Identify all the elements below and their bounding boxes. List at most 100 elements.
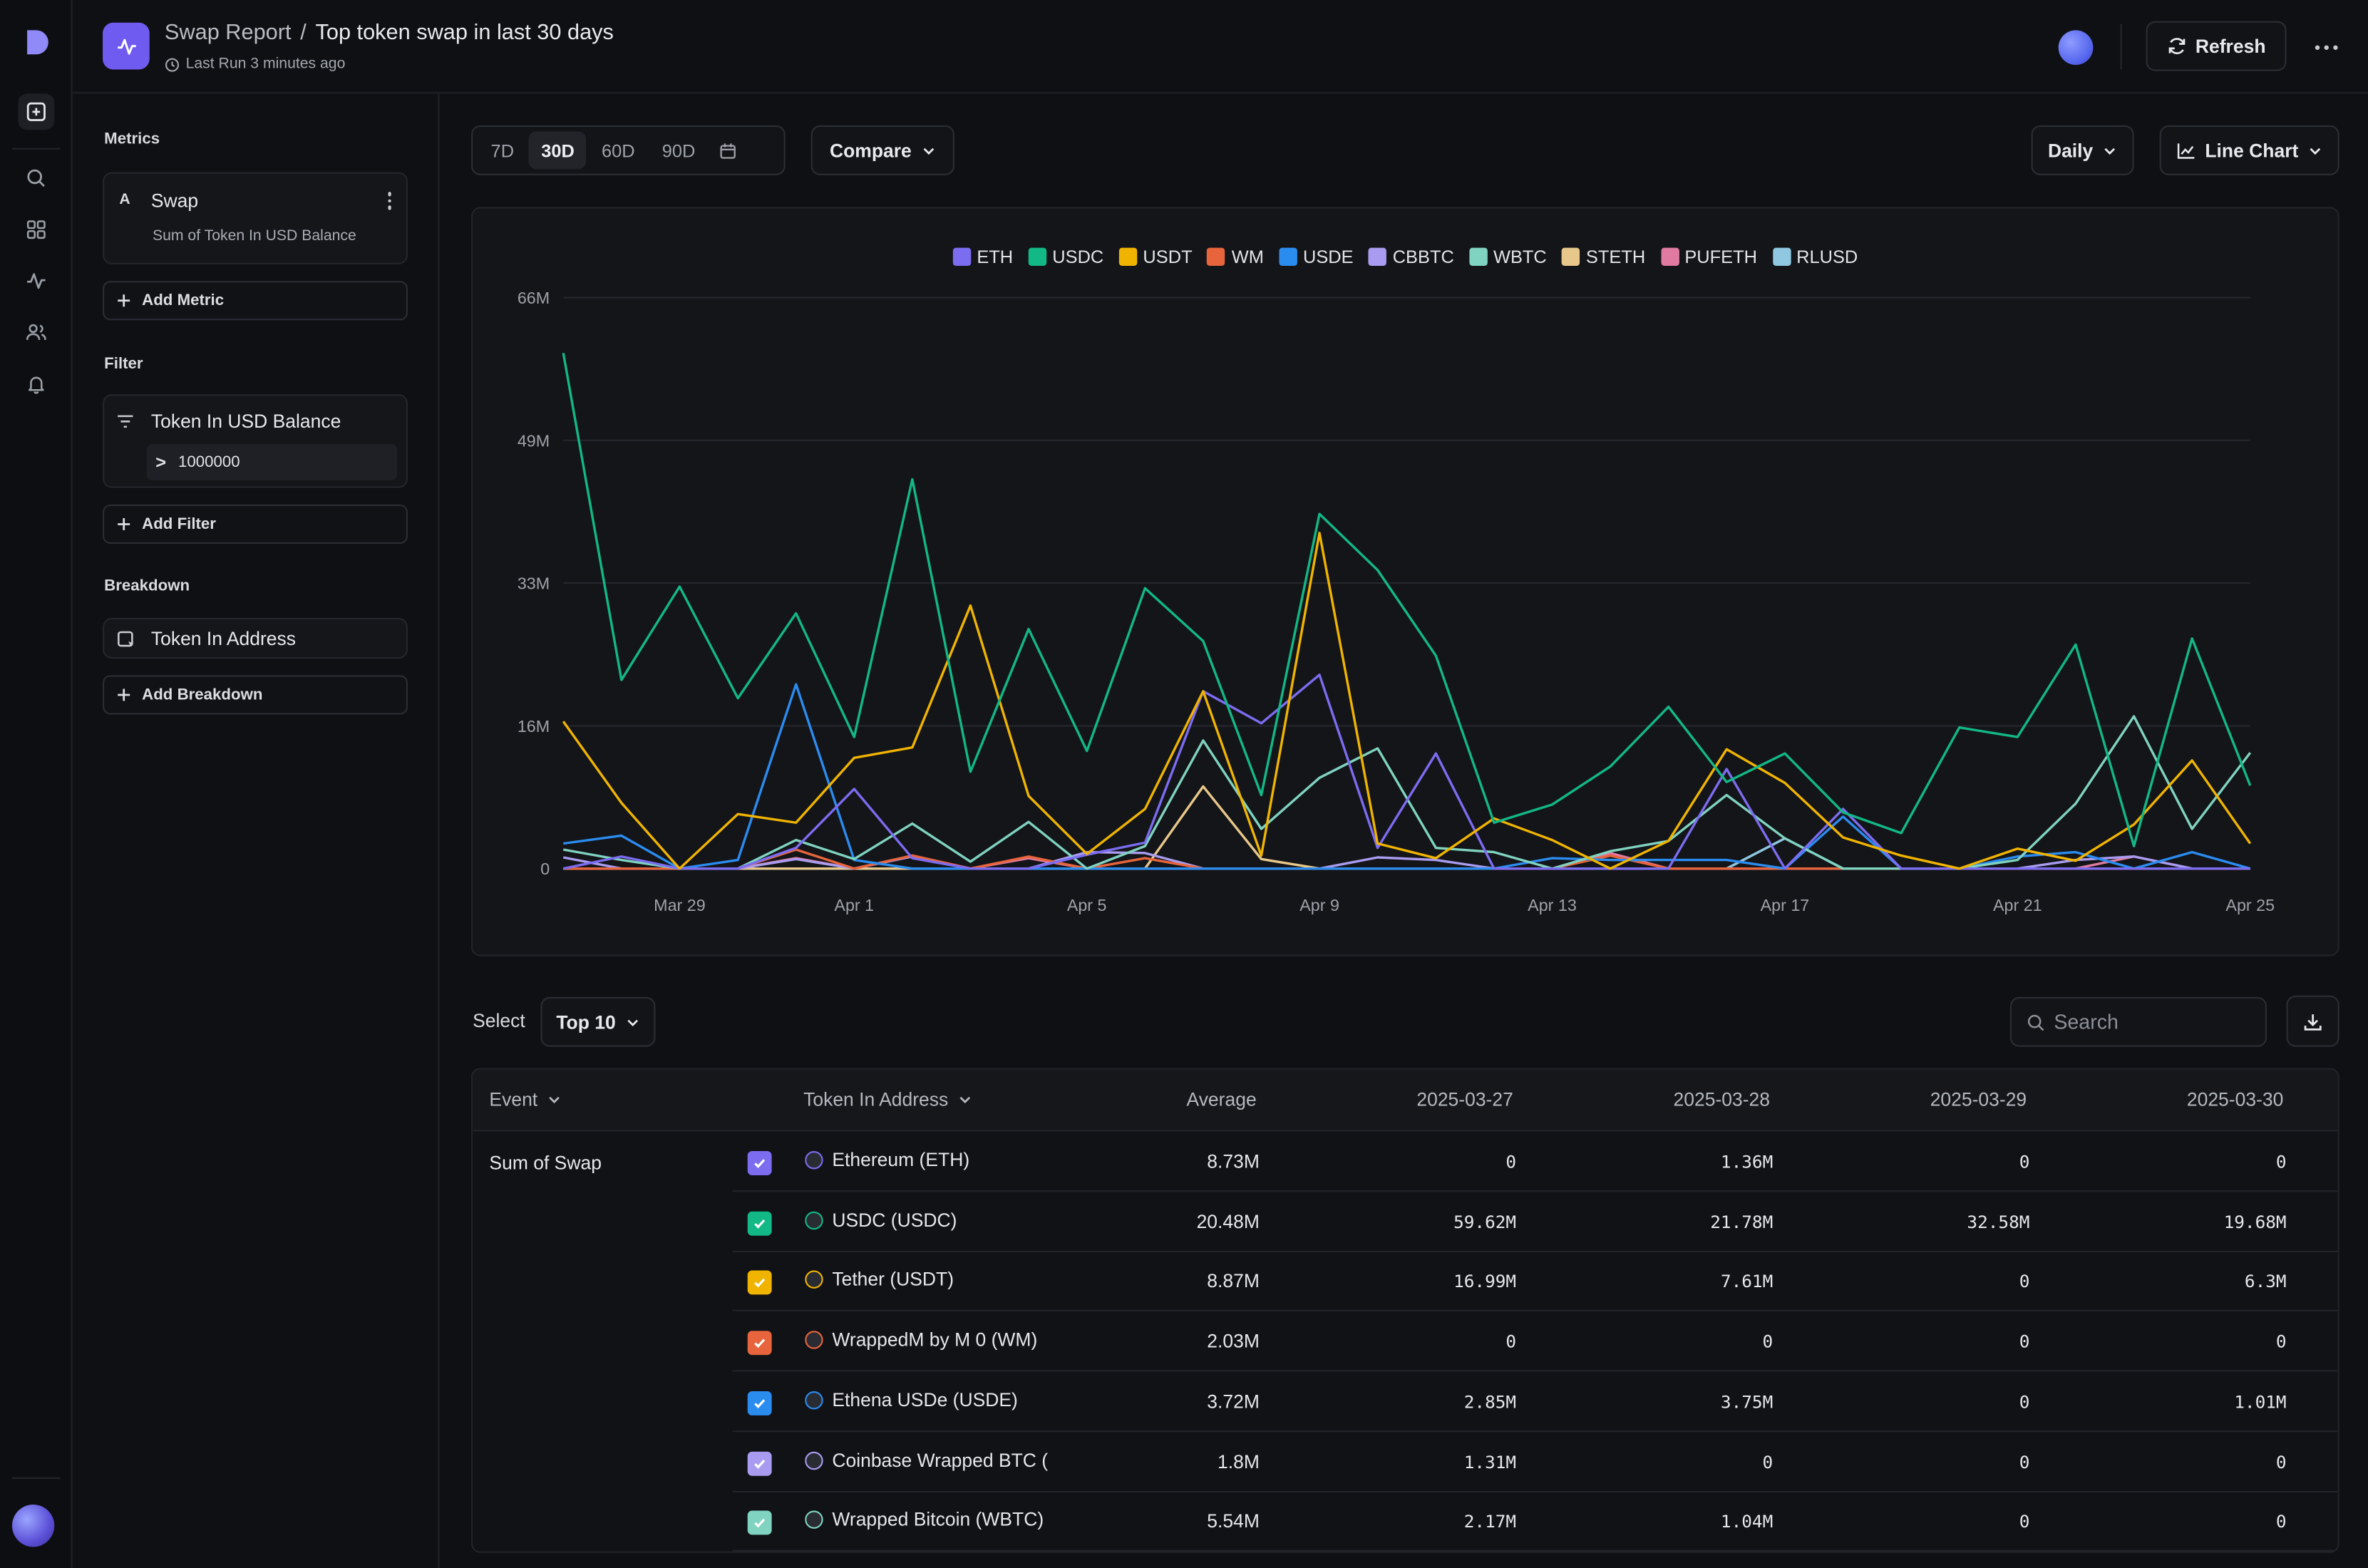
table-row[interactable]: Ethereum (ETH) 8.73M 0 1.36M 0 0: [732, 1131, 2338, 1192]
legend-item-pufeth[interactable]: PUFETH: [1660, 246, 1757, 267]
compare-dropdown[interactable]: Compare: [810, 125, 954, 175]
new-report-icon[interactable]: [18, 93, 55, 130]
value-cell: 32.58M: [1967, 1211, 2030, 1232]
row-checkbox[interactable]: [747, 1211, 772, 1236]
legend-label: USDC: [1052, 246, 1104, 268]
users-icon[interactable]: [18, 314, 54, 351]
table-row[interactable]: Wrapped Bitcoin (WBTC) 5.54M 2.17M 1.04M 0 0: [732, 1491, 2338, 1552]
filter-operator[interactable]: >: [155, 451, 167, 473]
filter-heading: Filter: [104, 355, 143, 373]
legend-item-wm[interactable]: WM: [1207, 246, 1264, 267]
series-line-usdc[interactable]: [562, 353, 2252, 847]
legend-item-usde[interactable]: USDE: [1279, 246, 1354, 267]
nav-rail: [0, 0, 73, 1568]
row-checkbox[interactable]: [747, 1151, 772, 1175]
row-checkbox[interactable]: [747, 1391, 772, 1415]
top-n-label: Top 10: [556, 1011, 616, 1033]
value-cell: 1.31M: [1463, 1450, 1517, 1472]
download-button[interactable]: [2286, 995, 2339, 1047]
legend-item-usdt[interactable]: USDT: [1118, 246, 1193, 267]
add-breakdown-button[interactable]: Add Breakdown: [103, 675, 408, 715]
header-date-2[interactable]: 2025-03-28: [1673, 1089, 1771, 1110]
top-n-dropdown[interactable]: Top 10: [540, 996, 656, 1047]
range-7d[interactable]: 7D: [490, 140, 515, 161]
page-title: Top token swap in last 30 days: [315, 21, 614, 46]
breakdown-card[interactable]: Token In Address: [103, 617, 408, 659]
header-average[interactable]: Average: [1186, 1089, 1257, 1110]
row-checkbox[interactable]: [747, 1450, 772, 1475]
table-row[interactable]: Tether (USDT) 8.87M 16.99M 7.61M 0 6.3M: [732, 1252, 2338, 1312]
table-row[interactable]: WrappedM by M 0 (WM) 2.03M 0 0 0 0: [732, 1311, 2338, 1372]
filter-card[interactable]: Token In USD Balance > 1000000: [103, 394, 408, 488]
rail-divider: [11, 1477, 61, 1479]
token-cell: Ethena USDe (USDE): [805, 1389, 1049, 1410]
activity-icon[interactable]: [18, 263, 54, 299]
search-icon[interactable]: [18, 160, 54, 197]
average-cell: 3.72M: [1207, 1391, 1260, 1413]
check-icon: [754, 1339, 766, 1348]
value-cell: 0: [1762, 1450, 1774, 1472]
filter-value[interactable]: 1000000: [178, 453, 240, 472]
header-token[interactable]: Token In Address: [803, 1089, 972, 1110]
x-tick-label: Apr 13: [1528, 896, 1577, 914]
header-date-4[interactable]: 2025-03-30: [2186, 1089, 2284, 1110]
add-filter-button[interactable]: Add Filter: [103, 504, 408, 545]
legend-label: STETH: [1585, 246, 1646, 268]
row-checkbox[interactable]: [747, 1510, 772, 1535]
value-cell: 0: [1505, 1331, 1517, 1353]
table-row[interactable]: Ethena USDe (USDE) 3.72M 2.85M 3.75M 0 1.01M: [732, 1371, 2338, 1432]
token-cell: Wrapped Bitcoin (WBTC): [805, 1510, 1049, 1530]
range-90d[interactable]: 90D: [662, 140, 696, 161]
table-row[interactable]: Coinbase Wrapped BTC (1.8M 1.31M 0 0 0: [732, 1431, 2338, 1492]
table-header: Event Token In Address Average 2025-03-2…: [473, 1069, 2338, 1132]
metric-card-swap[interactable]: A Swap Sum of Token In USD Balance: [103, 172, 408, 264]
metric-menu-icon[interactable]: [387, 192, 391, 210]
row-checkbox[interactable]: [747, 1331, 772, 1356]
value-cell: 7.61M: [1720, 1271, 1774, 1292]
series-line-usdt[interactable]: [562, 532, 2252, 870]
bell-icon[interactable]: [18, 366, 54, 402]
chevron-down-icon: [627, 1018, 638, 1026]
legend-item-wbtc[interactable]: WBTC: [1469, 246, 1547, 267]
series-line-wbtc[interactable]: [562, 715, 2252, 870]
header-date-3[interactable]: 2025-03-29: [1930, 1089, 2027, 1110]
add-metric-button[interactable]: Add Metric: [103, 281, 408, 321]
refresh-icon: [2168, 38, 2185, 55]
user-avatar[interactable]: [11, 1504, 55, 1547]
header-date-1[interactable]: 2025-03-27: [1416, 1089, 1513, 1110]
table-row[interactable]: USDC (USDC) 20.48M 59.62M 21.78M 32.58M 19.68…: [732, 1192, 2338, 1252]
value-cell: 0: [2275, 1450, 2287, 1472]
legend-label: RLUSD: [1796, 246, 1858, 268]
filter-condition[interactable]: > 1000000: [146, 444, 398, 480]
breakdown-heading: Breakdown: [104, 577, 190, 596]
chart-type-dropdown[interactable]: Line Chart: [2159, 125, 2339, 175]
legend-swatch: [1561, 247, 1580, 267]
add-breakdown-label: Add Breakdown: [142, 686, 263, 704]
metric-description: Sum of Token In USD Balance: [152, 228, 356, 245]
download-icon: [2304, 1013, 2322, 1030]
legend-item-usdc[interactable]: USDC: [1028, 246, 1103, 267]
series-line-eth[interactable]: [562, 674, 2250, 870]
calendar-icon[interactable]: [719, 141, 737, 159]
range-30d[interactable]: 30D: [529, 131, 587, 170]
search-input[interactable]: [2054, 1010, 2250, 1033]
app-logo-icon[interactable]: [21, 27, 51, 57]
header-event[interactable]: Event: [489, 1089, 562, 1110]
legend-item-rlusd[interactable]: RLUSD: [1772, 246, 1858, 267]
more-options-icon[interactable]: [2307, 33, 2344, 61]
value-cell: 0: [2019, 1450, 2030, 1472]
legend-item-steth[interactable]: STETH: [1561, 246, 1646, 268]
legend-item-eth[interactable]: ETH: [952, 246, 1013, 267]
wbtc-icon: [805, 1510, 823, 1530]
legend-item-cbbtc[interactable]: CBBTC: [1368, 246, 1454, 267]
range-60d[interactable]: 60D: [601, 140, 635, 161]
header-avatar[interactable]: [2058, 30, 2094, 66]
breadcrumb-report[interactable]: Swap Report: [164, 21, 292, 46]
plus-icon: [118, 294, 130, 307]
series-line-usde[interactable]: [563, 683, 2251, 870]
dashboard-grid-icon[interactable]: [18, 212, 54, 248]
row-checkbox[interactable]: [747, 1271, 772, 1296]
refresh-button[interactable]: Refresh: [2146, 21, 2287, 71]
interval-dropdown[interactable]: Daily: [2031, 125, 2134, 175]
x-tick-label: Mar 29: [654, 896, 706, 914]
